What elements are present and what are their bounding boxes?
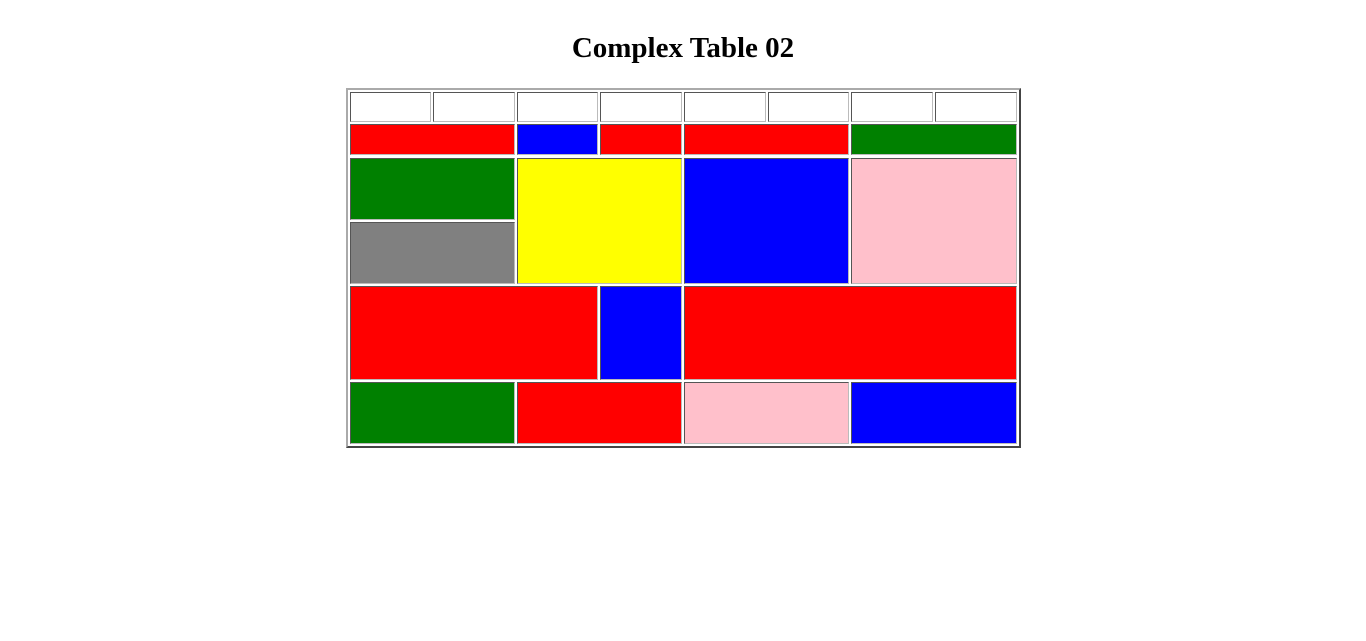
table-cell [684,124,849,155]
table-cell [350,92,431,122]
table-cell [684,92,766,122]
table-cell [517,124,598,155]
table-cell [851,92,933,122]
table-cell [517,382,682,444]
table-cell [350,222,515,284]
table-cell [433,92,515,122]
table-cell [851,158,1017,284]
table-cell [350,158,515,220]
complex-table [346,88,1021,448]
table-cell [350,124,515,155]
table-cell [600,124,682,155]
table-cell [684,286,1017,380]
table-cell [350,382,515,444]
table-cell [600,92,682,122]
table-cell [600,286,682,380]
table-cell [684,158,849,284]
table-cell [935,92,1017,122]
table-cell [768,92,849,122]
table-cell [350,286,598,380]
table-cell [517,158,682,284]
table-cell [851,382,1017,444]
table-cell [684,382,849,444]
table-cell [851,124,1017,155]
table-cell [517,92,598,122]
page-title: Complex Table 02 [571,32,795,64]
